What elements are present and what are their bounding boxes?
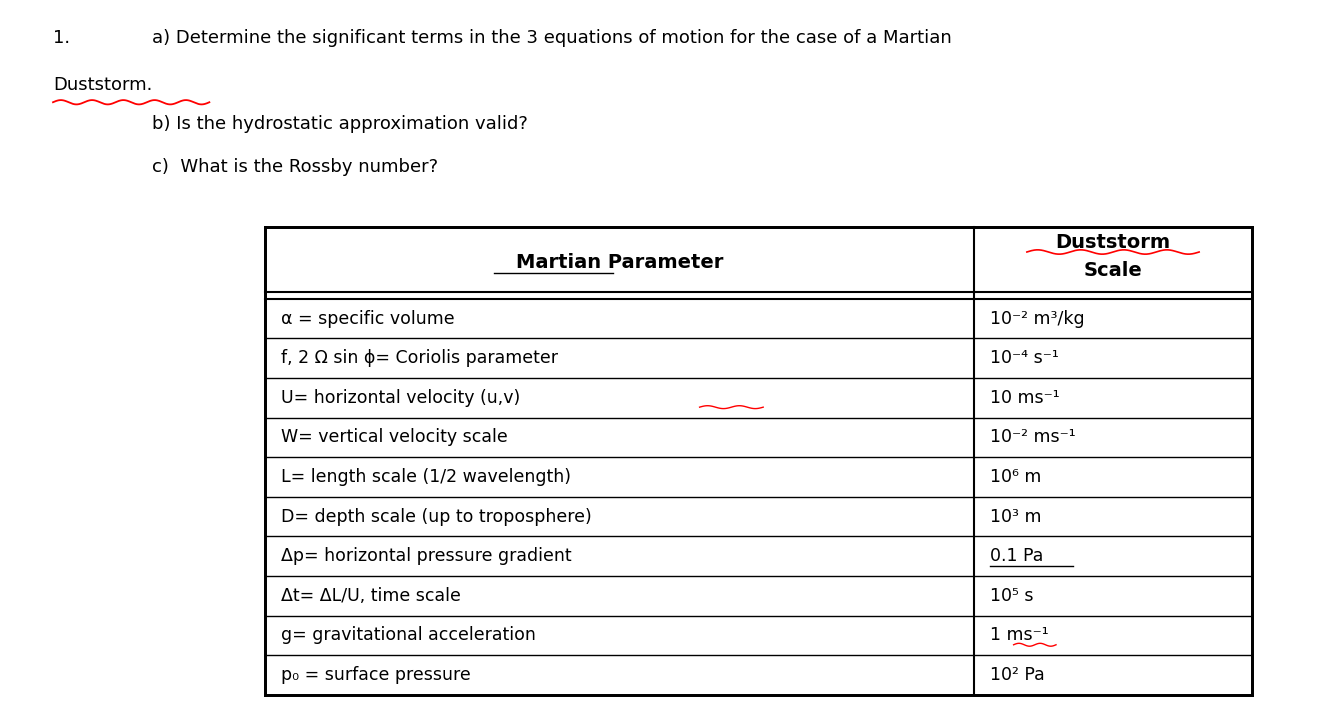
- Text: 10³ m: 10³ m: [990, 508, 1041, 526]
- Text: a) Determine the significant terms in the 3 equations of motion for the case of : a) Determine the significant terms in th…: [152, 29, 953, 47]
- Text: 10⁵ s: 10⁵ s: [990, 587, 1034, 605]
- Text: 10⁻² ms⁻¹: 10⁻² ms⁻¹: [990, 428, 1076, 446]
- Text: 1 ms⁻¹: 1 ms⁻¹: [990, 626, 1048, 644]
- Text: W= vertical velocity scale: W= vertical velocity scale: [281, 428, 507, 446]
- Text: 10⁻² m³/kg: 10⁻² m³/kg: [990, 310, 1084, 328]
- Text: c)  What is the Rossby number?: c) What is the Rossby number?: [152, 158, 439, 176]
- Text: 10⁻⁴ s⁻¹: 10⁻⁴ s⁻¹: [990, 349, 1059, 367]
- Text: g= gravitational acceleration: g= gravitational acceleration: [281, 626, 535, 644]
- Text: Duststorm.: Duststorm.: [53, 76, 152, 94]
- Text: f, 2 Ω sin ϕ= Coriolis parameter: f, 2 Ω sin ϕ= Coriolis parameter: [281, 349, 558, 367]
- Text: 1.: 1.: [53, 29, 70, 47]
- Text: Scale: Scale: [1084, 261, 1142, 279]
- Text: Duststorm: Duststorm: [1056, 233, 1170, 252]
- Text: 0.1 Pa: 0.1 Pa: [990, 547, 1043, 565]
- Text: Martian Parameter: Martian Parameter: [515, 253, 723, 272]
- Text: U= horizontal velocity (u,v): U= horizontal velocity (u,v): [281, 389, 521, 407]
- Text: L= length scale (1/2 wavelength): L= length scale (1/2 wavelength): [281, 468, 571, 486]
- Text: 10 ms⁻¹: 10 ms⁻¹: [990, 389, 1060, 407]
- Text: 10⁶ m: 10⁶ m: [990, 468, 1041, 486]
- Text: α = specific volume: α = specific volume: [281, 310, 454, 328]
- Text: 10² Pa: 10² Pa: [990, 666, 1044, 684]
- Text: Δp= horizontal pressure gradient: Δp= horizontal pressure gradient: [281, 547, 571, 565]
- Text: Δt= ΔL/U, time scale: Δt= ΔL/U, time scale: [281, 587, 461, 605]
- Text: b) Is the hydrostatic approximation valid?: b) Is the hydrostatic approximation vali…: [152, 115, 529, 133]
- Text: D= depth scale (up to troposphere): D= depth scale (up to troposphere): [281, 508, 592, 526]
- Text: p₀ = surface pressure: p₀ = surface pressure: [281, 666, 470, 684]
